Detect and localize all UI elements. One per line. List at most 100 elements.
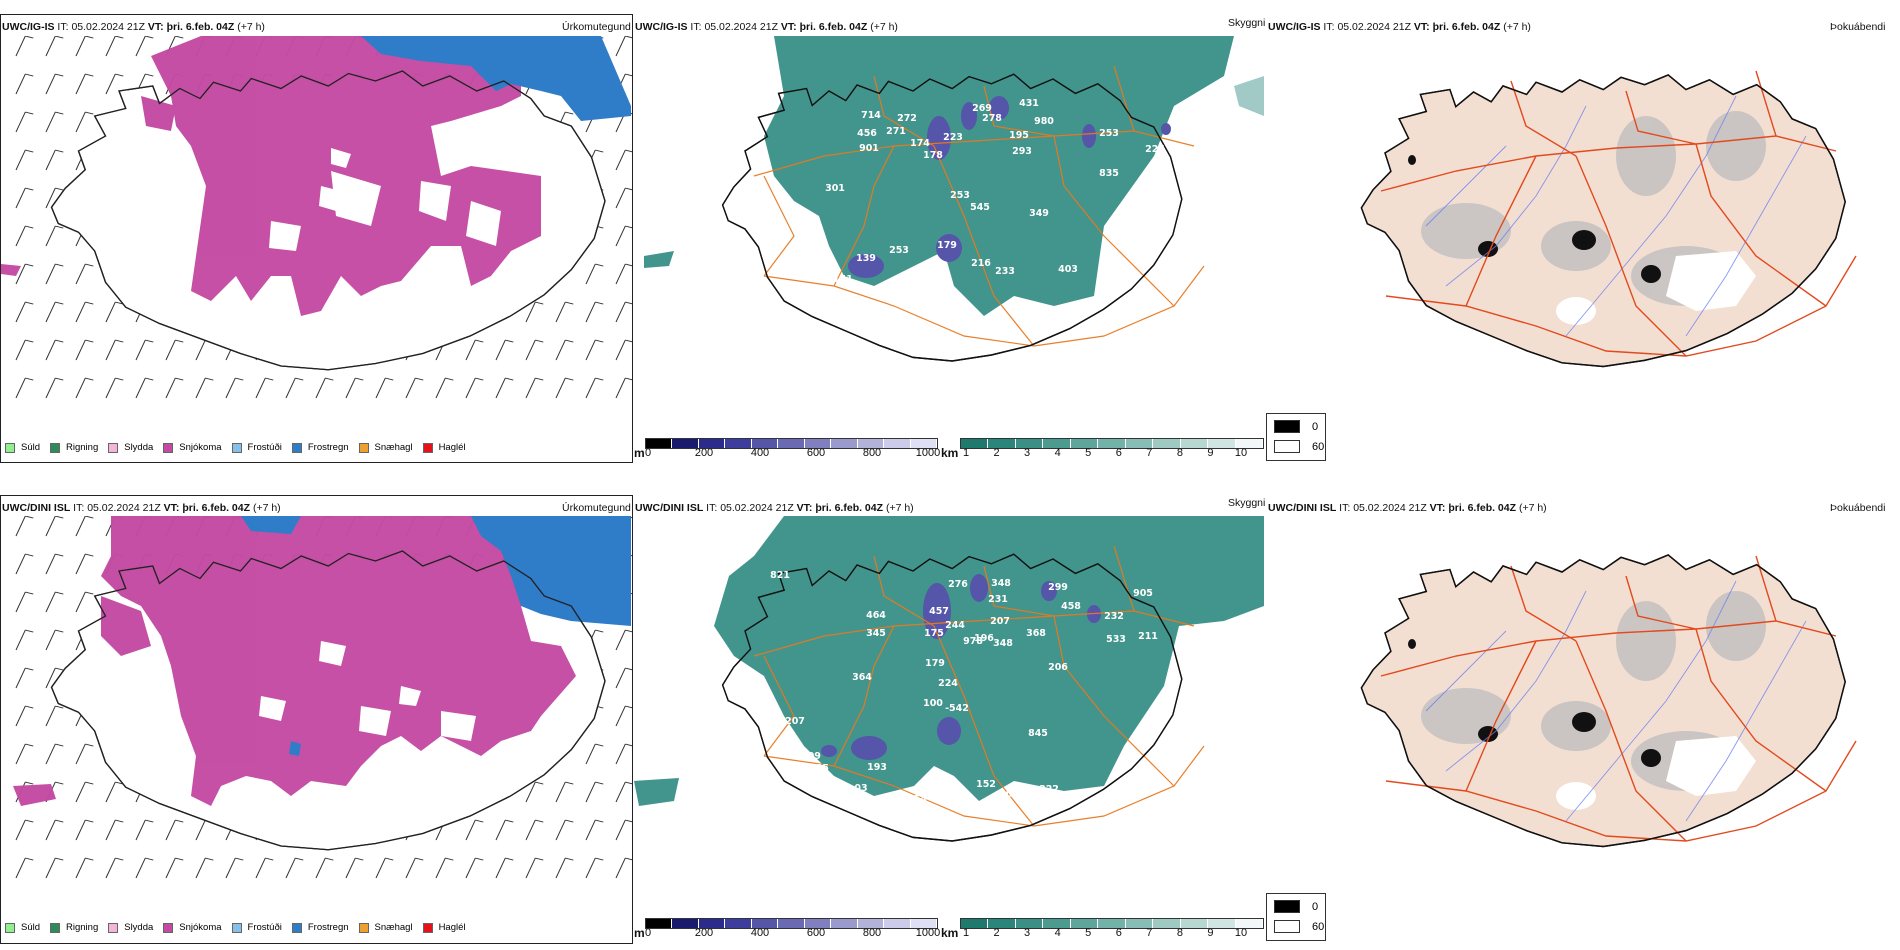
ceiling-label: 456 <box>857 128 877 139</box>
wind-barb <box>45 301 56 323</box>
colorbar-step <box>1208 439 1236 448</box>
legend-swatch <box>163 922 174 933</box>
fog-legend-swatch <box>1274 420 1300 433</box>
colorbar-tick: 1000 <box>915 447 941 459</box>
colorbar-tick: 0 <box>644 447 652 459</box>
visibility-unit: km <box>941 926 959 940</box>
wind-barb <box>105 857 116 879</box>
fog-legend-row: 0 <box>1274 900 1318 913</box>
colorbar-tick: 4 <box>1054 447 1061 459</box>
wind-barb <box>285 377 296 399</box>
wind-barb-flag <box>55 667 64 671</box>
colorbar-tick: 1 <box>962 447 970 459</box>
wind-barb-flag <box>475 377 484 381</box>
precip-map-svg <box>1 36 632 399</box>
ceiling-label: 299 <box>1048 582 1068 593</box>
legend-label: Snjókoma <box>179 442 222 453</box>
model-name: UWC/DINI ISL <box>635 502 704 514</box>
colorbar-tick: 5 <box>1085 927 1092 939</box>
wind-barb-flag <box>55 377 64 381</box>
wind-barb-flag <box>595 819 604 823</box>
ceiling-label: 253 <box>950 190 970 201</box>
ceiling-label: 244 <box>945 620 965 631</box>
vt-label: VT: <box>796 502 813 514</box>
roads <box>1380 555 1857 842</box>
wind-barb-flag <box>205 857 214 861</box>
colorbar-tick: 6 <box>1115 447 1122 459</box>
wind-barb-flag <box>25 149 34 153</box>
wind-barb-flag <box>85 553 94 557</box>
vt-value: þri. 6.feb. 04Z <box>799 21 868 33</box>
roads <box>1380 70 1857 357</box>
legend-label: Slydda <box>124 922 154 933</box>
wind-barb-flag <box>625 301 632 305</box>
colorbar-step <box>1125 919 1154 928</box>
wind-barb-flag <box>145 339 154 343</box>
fog-map-svg <box>1360 70 1857 368</box>
legend-swatch <box>358 442 369 453</box>
wind-barb <box>15 301 26 323</box>
wind-barb <box>225 377 236 399</box>
wind-barb-flag <box>595 781 604 785</box>
ceiling-unit: m <box>634 926 645 940</box>
ceiling-label: 207 <box>785 716 805 727</box>
wind-barb <box>525 781 536 803</box>
fog-legend-label: 0 <box>1312 900 1319 913</box>
wind-barb-flag <box>115 377 124 381</box>
wind-barb <box>105 36 116 57</box>
ceiling-label: 253 <box>1099 128 1119 139</box>
wind-barb-flag <box>175 339 184 343</box>
legend-swatch <box>422 922 433 933</box>
colorbar-step <box>910 439 937 448</box>
wind-barb <box>105 339 116 361</box>
panel-header: UWC/IG-IS IT: 05.02.2024 21Z VT: þri. 6.… <box>635 21 898 33</box>
wind-barb-flag <box>205 377 214 381</box>
wind-barb <box>195 857 206 879</box>
ceiling-label: 174 <box>910 138 930 149</box>
wind-barb <box>75 591 86 613</box>
legend-swatch <box>231 442 242 453</box>
colorbar-tick: 1000 <box>915 927 941 939</box>
wind-barb-flag <box>85 263 94 267</box>
wind-barb <box>615 781 626 803</box>
wind-barb-flag <box>355 857 364 861</box>
colorbar-step <box>698 919 726 928</box>
wind-barb <box>315 377 326 399</box>
ceiling-label: 233 <box>995 266 1015 277</box>
wind-barb-flag <box>595 377 604 381</box>
wind-barb-flag <box>235 857 244 861</box>
fog-legend-swatch <box>1274 920 1300 933</box>
legend-label: Frostregn <box>307 922 349 933</box>
legend-label: Haglél <box>438 922 466 933</box>
wind-barb <box>615 819 626 841</box>
visibility-unit: km <box>941 446 959 460</box>
fog-legend-swatch <box>1274 900 1300 913</box>
wind-barb <box>135 339 146 361</box>
it-value: 05.02.2024 21Z <box>71 21 145 33</box>
legend-swatch <box>358 922 369 933</box>
wind-barb-flag <box>535 301 544 305</box>
wind-barb-flag <box>25 36 34 39</box>
model-name: UWC/IG-IS <box>635 21 688 33</box>
ceiling-label: 175 <box>924 628 944 639</box>
legend-label: Súld <box>21 442 41 453</box>
legend-label: Súld <box>21 922 41 933</box>
wind-barb-flag <box>625 377 632 381</box>
wind-barb <box>75 73 86 95</box>
wind-barb-flag <box>25 629 34 633</box>
legend-label: Haglél <box>438 442 466 453</box>
wind-barb <box>45 819 56 841</box>
it-label: IT: <box>706 502 718 514</box>
vt-label: VT: <box>147 21 164 33</box>
ceiling-label: 196 <box>974 633 994 644</box>
wind-barb-flag <box>325 377 334 381</box>
ceiling-label: 225 <box>1145 144 1165 155</box>
it-label: IT: <box>1339 502 1351 514</box>
legend-label: Snæhagl <box>374 922 413 933</box>
wind-barb-flag <box>505 819 514 823</box>
ceiling-label: 205 <box>999 789 1019 800</box>
vt-value: þri. 6.feb. 04Z <box>815 502 884 514</box>
wind-barb <box>615 225 626 247</box>
ceiling-colorbar <box>645 918 938 929</box>
wind-barb-flag <box>55 553 64 557</box>
